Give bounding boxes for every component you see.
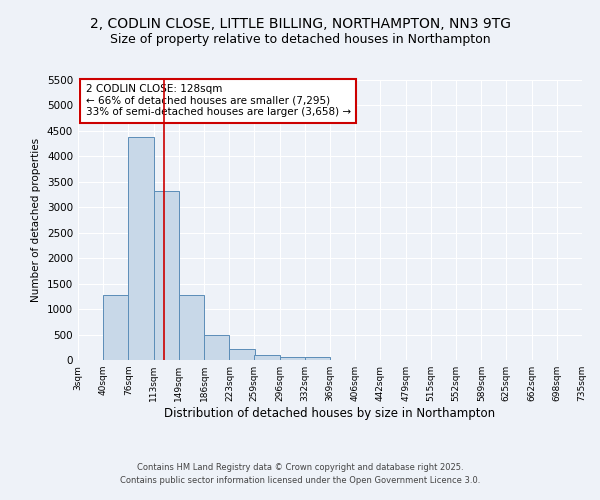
Text: Size of property relative to detached houses in Northampton: Size of property relative to detached ho…: [110, 32, 490, 46]
Text: Contains public sector information licensed under the Open Government Licence 3.: Contains public sector information licen…: [120, 476, 480, 485]
Bar: [254, 356, 280, 360]
Bar: [229, 349, 255, 360]
X-axis label: Distribution of detached houses by size in Northampton: Distribution of detached houses by size …: [164, 407, 496, 420]
Bar: [305, 358, 330, 360]
Bar: [280, 356, 305, 360]
Bar: [128, 137, 154, 360]
Text: Contains HM Land Registry data © Crown copyright and database right 2025.: Contains HM Land Registry data © Crown c…: [137, 462, 463, 471]
Bar: [154, 191, 179, 360]
Bar: [179, 295, 204, 360]
Y-axis label: Number of detached properties: Number of detached properties: [31, 138, 41, 302]
Bar: [103, 296, 129, 360]
Text: 2, CODLIN CLOSE, LITTLE BILLING, NORTHAMPTON, NN3 9TG: 2, CODLIN CLOSE, LITTLE BILLING, NORTHAM…: [89, 18, 511, 32]
Text: 2 CODLIN CLOSE: 128sqm
← 66% of detached houses are smaller (7,295)
33% of semi-: 2 CODLIN CLOSE: 128sqm ← 66% of detached…: [86, 84, 350, 117]
Bar: [204, 334, 229, 360]
